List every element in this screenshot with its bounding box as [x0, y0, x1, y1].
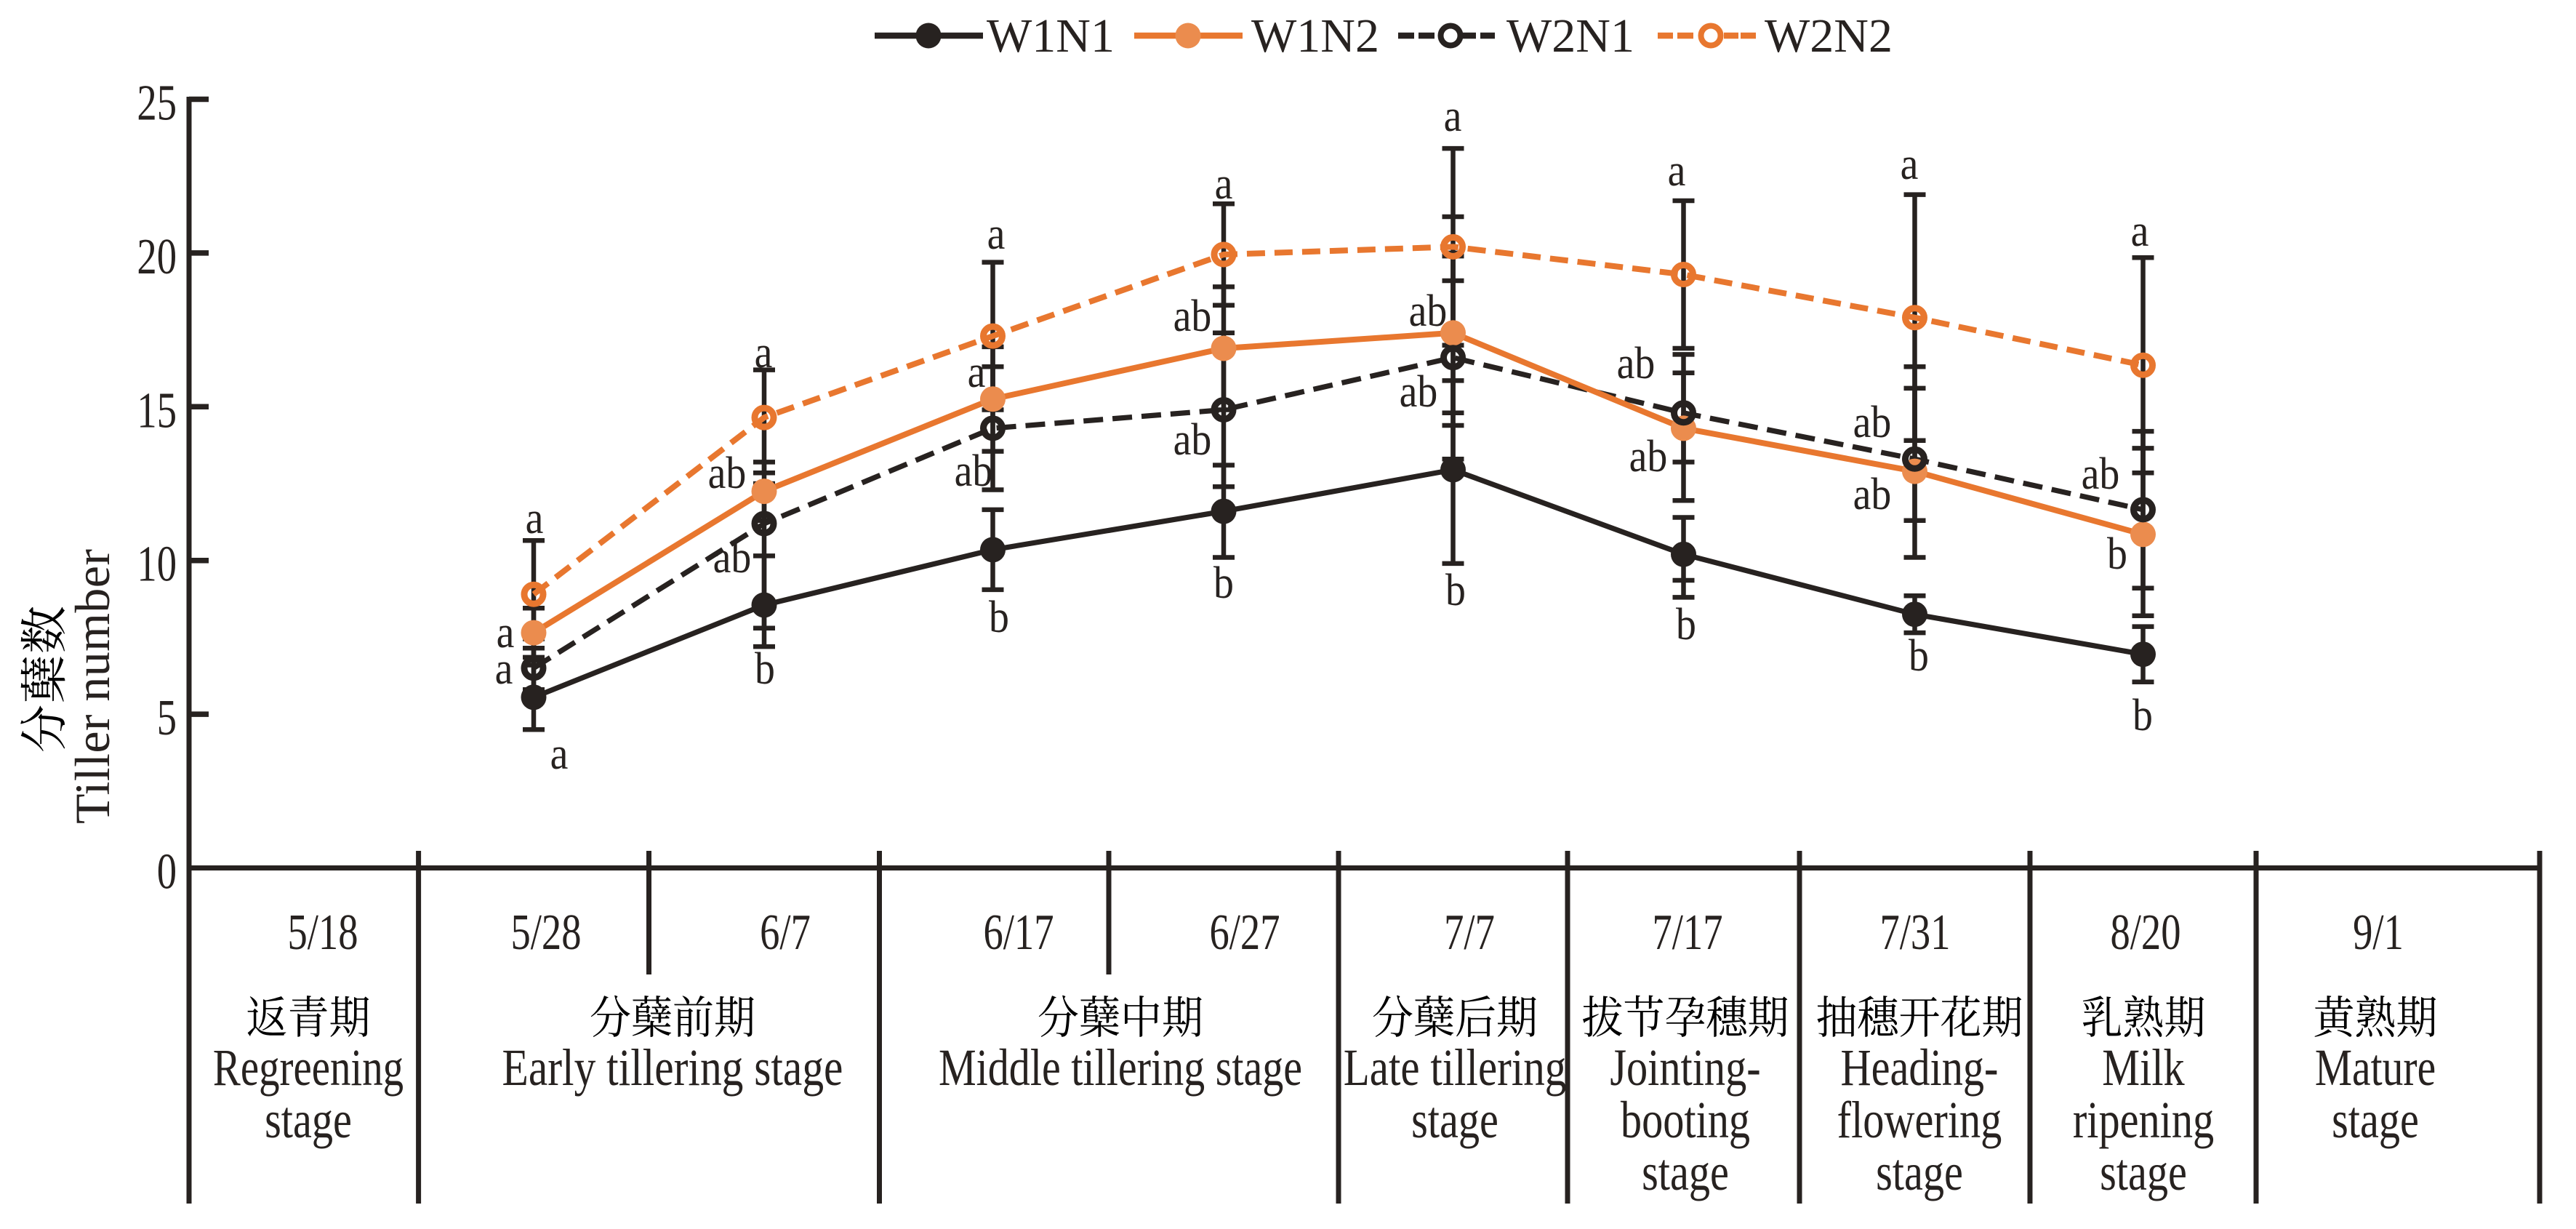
svg-text:a: a	[550, 728, 569, 778]
svg-text:W1N2: W1N2	[1251, 9, 1379, 63]
svg-text:9/1: 9/1	[2353, 904, 2404, 961]
svg-text:25: 25	[137, 74, 177, 131]
svg-text:stage: stage	[1411, 1092, 1498, 1149]
svg-text:a: a	[968, 346, 986, 396]
svg-text:Milk: Milk	[2102, 1039, 2185, 1097]
svg-text:0: 0	[157, 843, 177, 900]
svg-text:5/18: 5/18	[287, 904, 358, 961]
svg-text:ab: ab	[713, 532, 752, 582]
svg-text:5: 5	[157, 689, 177, 746]
svg-text:Regreening: Regreening	[213, 1039, 404, 1097]
svg-text:a: a	[495, 643, 513, 693]
svg-text:a: a	[1215, 158, 1233, 208]
svg-text:b: b	[2132, 689, 2153, 740]
svg-text:ab: ab	[955, 445, 993, 495]
svg-text:stage: stage	[2332, 1092, 2419, 1149]
svg-text:a: a	[497, 607, 515, 657]
svg-text:stage: stage	[1876, 1144, 1963, 1201]
svg-text:ab: ab	[1853, 396, 1892, 447]
svg-text:ab: ab	[1853, 468, 1892, 519]
svg-text:b: b	[989, 591, 1009, 641]
svg-text:ab: ab	[1400, 366, 1438, 416]
svg-text:Jointing-: Jointing-	[1610, 1039, 1760, 1097]
svg-text:stage: stage	[1642, 1144, 1729, 1201]
svg-text:10: 10	[137, 535, 177, 592]
svg-text:6/17: 6/17	[983, 904, 1054, 961]
svg-text:b: b	[1909, 630, 1929, 680]
svg-text:a: a	[1668, 145, 1686, 195]
svg-text:6/27: 6/27	[1209, 904, 1280, 961]
svg-text:ripening: ripening	[2073, 1092, 2214, 1149]
svg-text:ab: ab	[1173, 414, 1212, 464]
svg-text:15: 15	[137, 382, 177, 439]
svg-text:Late tillering: Late tillering	[1344, 1039, 1567, 1097]
svg-text:ab: ab	[1617, 337, 1656, 388]
svg-text:ab: ab	[1409, 285, 1448, 335]
svg-text:b: b	[2107, 528, 2127, 578]
svg-text:flowering: flowering	[1837, 1092, 2002, 1149]
svg-text:Mature: Mature	[2315, 1039, 2436, 1097]
svg-text:b: b	[1213, 557, 1234, 607]
svg-text:Early tillering stage: Early tillering stage	[502, 1039, 843, 1097]
svg-text:a: a	[755, 327, 773, 377]
svg-text:b: b	[755, 643, 775, 693]
svg-text:6/7: 6/7	[760, 904, 811, 961]
svg-text:Middle tillering stage: Middle tillering stage	[939, 1039, 1302, 1097]
svg-text:7/31: 7/31	[1879, 904, 1950, 961]
svg-text:W2N1: W2N1	[1506, 9, 1634, 63]
svg-text:7/17: 7/17	[1652, 904, 1722, 961]
svg-text:a: a	[987, 208, 1006, 258]
svg-text:a: a	[1901, 138, 1919, 188]
svg-text:b: b	[1676, 599, 1696, 649]
svg-text:b: b	[1445, 564, 1466, 614]
svg-text:20: 20	[137, 228, 177, 284]
svg-text:5/28: 5/28	[510, 904, 581, 961]
svg-text:booting: booting	[1621, 1092, 1750, 1149]
svg-text:Tiller number: Tiller number	[65, 549, 120, 824]
svg-text:a: a	[2131, 205, 2149, 255]
svg-text:ab: ab	[1629, 431, 1668, 481]
svg-text:Heading-: Heading-	[1841, 1039, 1999, 1097]
svg-text:stage: stage	[2100, 1144, 2187, 1201]
svg-text:8/20: 8/20	[2110, 904, 2180, 961]
svg-text:a: a	[1444, 90, 1462, 140]
svg-text:ab: ab	[1173, 290, 1212, 340]
svg-text:ab: ab	[2082, 448, 2120, 498]
svg-text:W1N1: W1N1	[987, 9, 1115, 63]
svg-text:a: a	[526, 492, 544, 543]
svg-text:W2N2: W2N2	[1765, 9, 1893, 63]
svg-text:stage: stage	[265, 1092, 352, 1149]
svg-text:ab: ab	[708, 447, 747, 497]
svg-text:7/7: 7/7	[1444, 904, 1495, 961]
